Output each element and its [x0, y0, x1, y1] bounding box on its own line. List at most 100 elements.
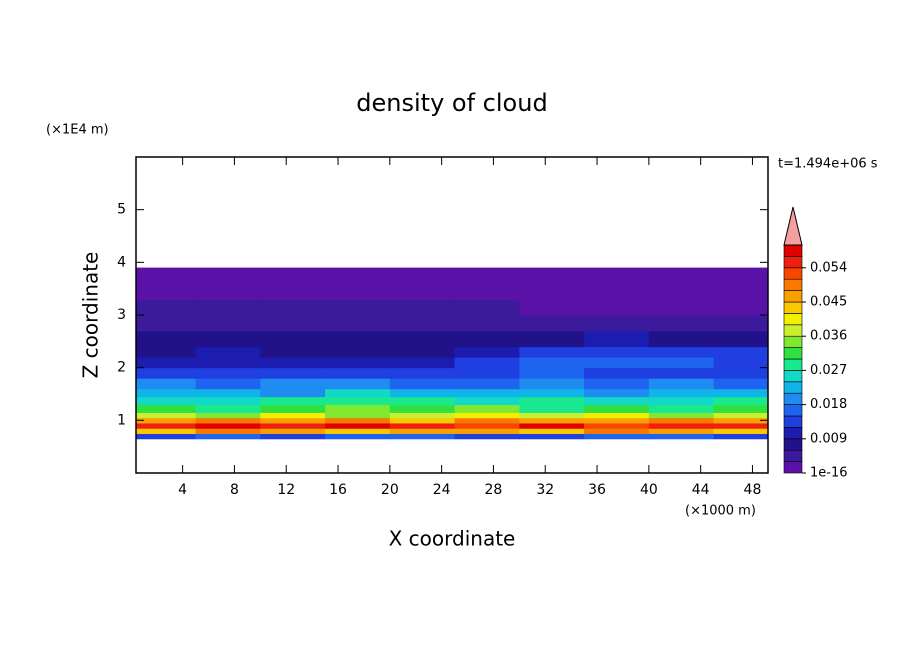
field-cell [389, 357, 456, 369]
field-cell [648, 412, 715, 419]
field-cell [454, 299, 520, 316]
field-cell [713, 412, 769, 419]
x-axis-label: X coordinate [389, 527, 516, 551]
field-cell [136, 267, 197, 284]
field-cell [260, 404, 326, 413]
field-cell [260, 346, 326, 358]
field-cell [325, 346, 391, 358]
field-cell [519, 315, 585, 332]
field-cell [325, 357, 391, 369]
field-cell [260, 422, 326, 429]
field-cell [325, 283, 391, 300]
y-tick-label: 5 [117, 202, 126, 218]
field-cell [713, 330, 769, 348]
field-cell [713, 417, 769, 424]
field-cell [260, 267, 326, 284]
field-cell [389, 412, 456, 419]
field-cell [584, 299, 650, 316]
y-tick-label: 3 [117, 307, 126, 323]
field-cell [260, 428, 326, 434]
field-cell [454, 346, 520, 358]
field-cell [195, 422, 261, 429]
x-tick-label: 20 [381, 482, 399, 498]
colorbar-band [783, 267, 803, 280]
colorbar-tick-label: 0.054 [810, 260, 847, 275]
field-cell [260, 396, 326, 406]
colorbar-tick-label: 0.027 [810, 363, 847, 378]
field-cell [389, 299, 456, 316]
field-cell [713, 433, 769, 440]
colorbar-band [783, 358, 803, 371]
y-tick-label: 1 [117, 412, 126, 428]
field-cell [584, 330, 650, 348]
field-cell [136, 396, 197, 406]
field-cell [648, 378, 715, 390]
field-cell [454, 357, 520, 369]
field-cell [713, 367, 769, 379]
field-cell [389, 404, 456, 413]
x-unit: (×1000 m) [685, 504, 756, 519]
field-cell [648, 299, 715, 316]
field-cell [519, 396, 585, 406]
field-cell [136, 378, 197, 390]
field-cell [325, 267, 391, 284]
colorbar-band [783, 415, 803, 428]
field-cell [325, 396, 391, 406]
x-tick-label: 28 [485, 482, 503, 498]
field-cell [260, 283, 326, 300]
field-cell [389, 315, 456, 332]
field-cell [136, 367, 197, 379]
field-cell [519, 299, 585, 316]
field-cell [454, 433, 520, 440]
field-cell [584, 315, 650, 332]
colorbar-tick-label: 0.018 [810, 397, 847, 412]
field-cell [325, 404, 391, 413]
field-cell [519, 433, 585, 440]
x-tick-label: 40 [640, 482, 658, 498]
field-cell [584, 404, 650, 413]
field-cell [648, 367, 715, 379]
field-cell [195, 299, 261, 316]
y-axis-label: Z coordinate [79, 252, 103, 379]
field-cell [195, 388, 261, 398]
field-cell [389, 330, 456, 348]
field-cell [584, 267, 650, 284]
field-cell [389, 422, 456, 429]
field-cell [454, 388, 520, 398]
x-tick-label: 48 [744, 482, 762, 498]
field-cell [389, 433, 456, 440]
field-cell [195, 404, 261, 413]
colorbar-band [783, 244, 803, 257]
field-cell [389, 428, 456, 434]
x-tick-label: 12 [277, 482, 295, 498]
field-cell [195, 367, 261, 379]
colorbar-band [783, 404, 803, 417]
field-cell [136, 388, 197, 398]
field-cell [136, 330, 197, 348]
field-cell [454, 283, 520, 300]
field-cell [136, 346, 197, 358]
field-cell [195, 283, 261, 300]
field-cell [519, 330, 585, 348]
field-cell [260, 388, 326, 398]
colorbar-extend [783, 206, 803, 246]
field-cell [389, 367, 456, 379]
field-cell [136, 315, 197, 332]
field-cell [519, 367, 585, 379]
field-cell [648, 315, 715, 332]
y-tick-label: 4 [117, 254, 126, 270]
field-cell [584, 412, 650, 419]
colorbar-band [783, 290, 803, 303]
field-cell [519, 412, 585, 419]
field-cell [519, 267, 585, 284]
field-cell [713, 346, 769, 358]
field-cell [136, 422, 197, 429]
field-cell [584, 388, 650, 398]
field-cell [519, 357, 585, 369]
field-cell [584, 378, 650, 390]
field-cell [648, 346, 715, 358]
field-cell [713, 315, 769, 332]
field-cell [195, 346, 261, 358]
field-cell [713, 396, 769, 406]
